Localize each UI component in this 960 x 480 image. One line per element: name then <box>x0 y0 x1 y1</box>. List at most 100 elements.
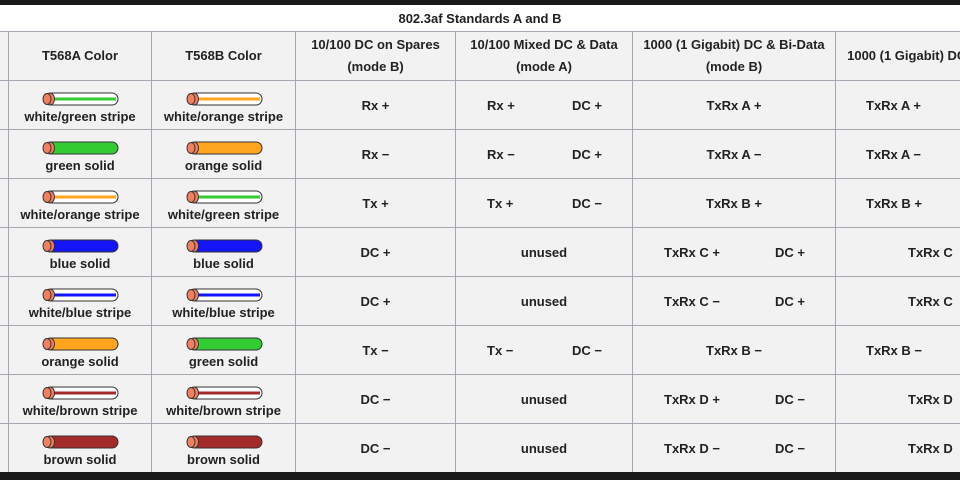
wire-color-label: white/brown stripe <box>166 402 281 418</box>
cell-values: unused <box>457 441 632 456</box>
10-100-mixed-cell: Tx − DC − <box>455 325 633 375</box>
cell-values: TxRx D <box>908 441 960 456</box>
wire-color-label: brown solid <box>43 451 117 467</box>
cell-values: TxRx D <box>908 392 960 407</box>
t568b-color-cell: orange solid <box>151 129 296 179</box>
signal-value: DC − <box>572 195 602 211</box>
header-t568b: T568B Color <box>151 31 296 81</box>
10-100-spares-cell: Tx − <box>295 325 456 375</box>
1000-mode-a-cell: TxRx B + <box>835 178 960 228</box>
t568a-color-cell: white/brown stripe <box>8 374 152 424</box>
signal-value: TxRx D + <box>664 391 720 407</box>
wire-color-label: white/green stripe <box>167 206 280 222</box>
10-100-mixed-cell: unused <box>455 276 633 326</box>
t568a-color-cell: white/blue stripe <box>8 276 152 326</box>
wire-color-label: brown solid <box>187 451 260 467</box>
1000-mode-a-cell: TxRx D <box>835 374 960 424</box>
cell-values: DC + <box>297 293 455 309</box>
t568a-color-cell: orange solid <box>8 325 152 375</box>
pin-cell <box>0 423 9 472</box>
signal-value: TxRx D <box>908 440 953 456</box>
signal-value: unused <box>520 391 568 407</box>
signal-value: TxRx B + <box>706 195 762 211</box>
striped-wire-icon <box>186 288 262 301</box>
cell-values: TxRx B − <box>634 343 835 358</box>
cell-values: Rx − DC + <box>457 146 632 162</box>
pin-cell <box>0 129 9 179</box>
cell-values: TxRx A − <box>866 147 960 162</box>
cell-values: TxRx A + <box>866 98 960 113</box>
header-1000-mode-b: 1000 (1 Gigabit) DC & Bi-Data (mode B) <box>632 31 836 81</box>
pin-cell <box>0 374 9 424</box>
solid-wire-icon <box>42 141 119 154</box>
striped-wire-icon <box>186 92 262 105</box>
signal-value: TxRx C + <box>664 244 720 260</box>
t568a-color-cell: green solid <box>8 129 152 179</box>
signal-value: TxRx B + <box>866 195 922 211</box>
wire-color-label: white/green stripe <box>24 108 136 124</box>
cell-values: DC − <box>297 441 455 456</box>
striped-wire-icon <box>42 386 119 399</box>
solid-wire-icon <box>42 239 119 252</box>
table-row: green solid orange solid Rx − Rx − DC + TxRx … <box>0 129 960 179</box>
10-100-spares-cell: Rx + <box>295 80 456 130</box>
10-100-mixed-cell: unused <box>455 374 633 424</box>
cell-values: TxRx B − <box>866 343 960 358</box>
10-100-mixed-cell: unused <box>455 227 633 277</box>
t568b-color-cell: white/green stripe <box>151 178 296 228</box>
1000-mode-a-cell: TxRx A + <box>835 80 960 130</box>
signal-value: DC + <box>360 293 391 309</box>
signal-value: Rx + <box>361 97 390 113</box>
10-100-spares-cell: Rx − <box>295 129 456 179</box>
1000-mode-a-cell: TxRx D <box>835 423 960 472</box>
signal-value: TxRx C <box>908 244 953 260</box>
cell-values: TxRx C − DC + <box>634 293 835 309</box>
cell-values: TxRx D + DC − <box>634 391 835 407</box>
wire-color-label: orange solid <box>184 157 263 173</box>
t568b-color-cell: blue solid <box>151 227 296 277</box>
table-row: white/blue stripe white/blue stripe DC + un… <box>0 276 960 326</box>
signal-value: DC + <box>360 244 391 260</box>
1000-mode-b-cell: TxRx C + DC + <box>632 227 836 277</box>
cell-values: TxRx A − <box>634 147 835 162</box>
wire-color-label: white/blue stripe <box>172 304 275 320</box>
solid-wire-icon <box>186 239 262 252</box>
poe-standards-page: 802.3af Standards A and B T568A Color T5… <box>0 5 960 472</box>
pin-cell <box>0 227 9 277</box>
wire-color-label: white/blue stripe <box>28 304 132 320</box>
solid-wire-icon <box>42 337 119 350</box>
cell-values: TxRx C <box>908 245 960 260</box>
header-1000-mode-a: 1000 (1 Gigabit) DC & Bi-Data (mode A) <box>835 31 960 81</box>
header-t568a: T568A Color <box>8 31 152 81</box>
signal-value: Rx − <box>487 146 515 162</box>
cell-values: TxRx A + <box>634 98 835 113</box>
1000-mode-b-cell: TxRx C − DC + <box>632 276 836 326</box>
solid-wire-icon <box>42 435 119 448</box>
striped-wire-icon <box>186 386 262 399</box>
cell-values: TxRx B + <box>866 196 960 211</box>
pin-cell <box>0 276 9 326</box>
cell-values: TxRx C + DC + <box>634 244 835 260</box>
1000-mode-b-cell: TxRx B + <box>632 178 836 228</box>
t568b-color-cell: brown solid <box>151 423 296 472</box>
t568b-color-cell: white/brown stripe <box>151 374 296 424</box>
signal-value: DC − <box>360 391 391 407</box>
table-row: orange solid green solid Tx − Tx − DC − TxRx … <box>0 325 960 375</box>
striped-wire-icon <box>42 92 119 105</box>
cell-values: TxRx C <box>908 294 960 309</box>
pin-cell <box>0 178 9 228</box>
signal-value: Rx + <box>487 97 515 113</box>
signal-value: DC + <box>775 244 805 260</box>
10-100-spares-cell: DC − <box>295 374 456 424</box>
signal-value: TxRx A − <box>866 146 922 162</box>
10-100-spares-cell: DC + <box>295 227 456 277</box>
table-row: brown solid brown solid DC − unused TxRx D −… <box>0 423 960 472</box>
1000-mode-b-cell: TxRx B − <box>632 325 836 375</box>
table-row: blue solid blue solid DC + unused TxRx C + DC… <box>0 227 960 277</box>
cell-values: Tx + <box>297 196 455 211</box>
pin-cell <box>0 80 9 130</box>
header-10-100-spares: 10/100 DC on Spares (mode B) <box>295 31 456 81</box>
10-100-mixed-cell: unused <box>455 423 633 472</box>
signal-value: DC + <box>775 293 805 309</box>
striped-wire-icon <box>186 190 262 203</box>
